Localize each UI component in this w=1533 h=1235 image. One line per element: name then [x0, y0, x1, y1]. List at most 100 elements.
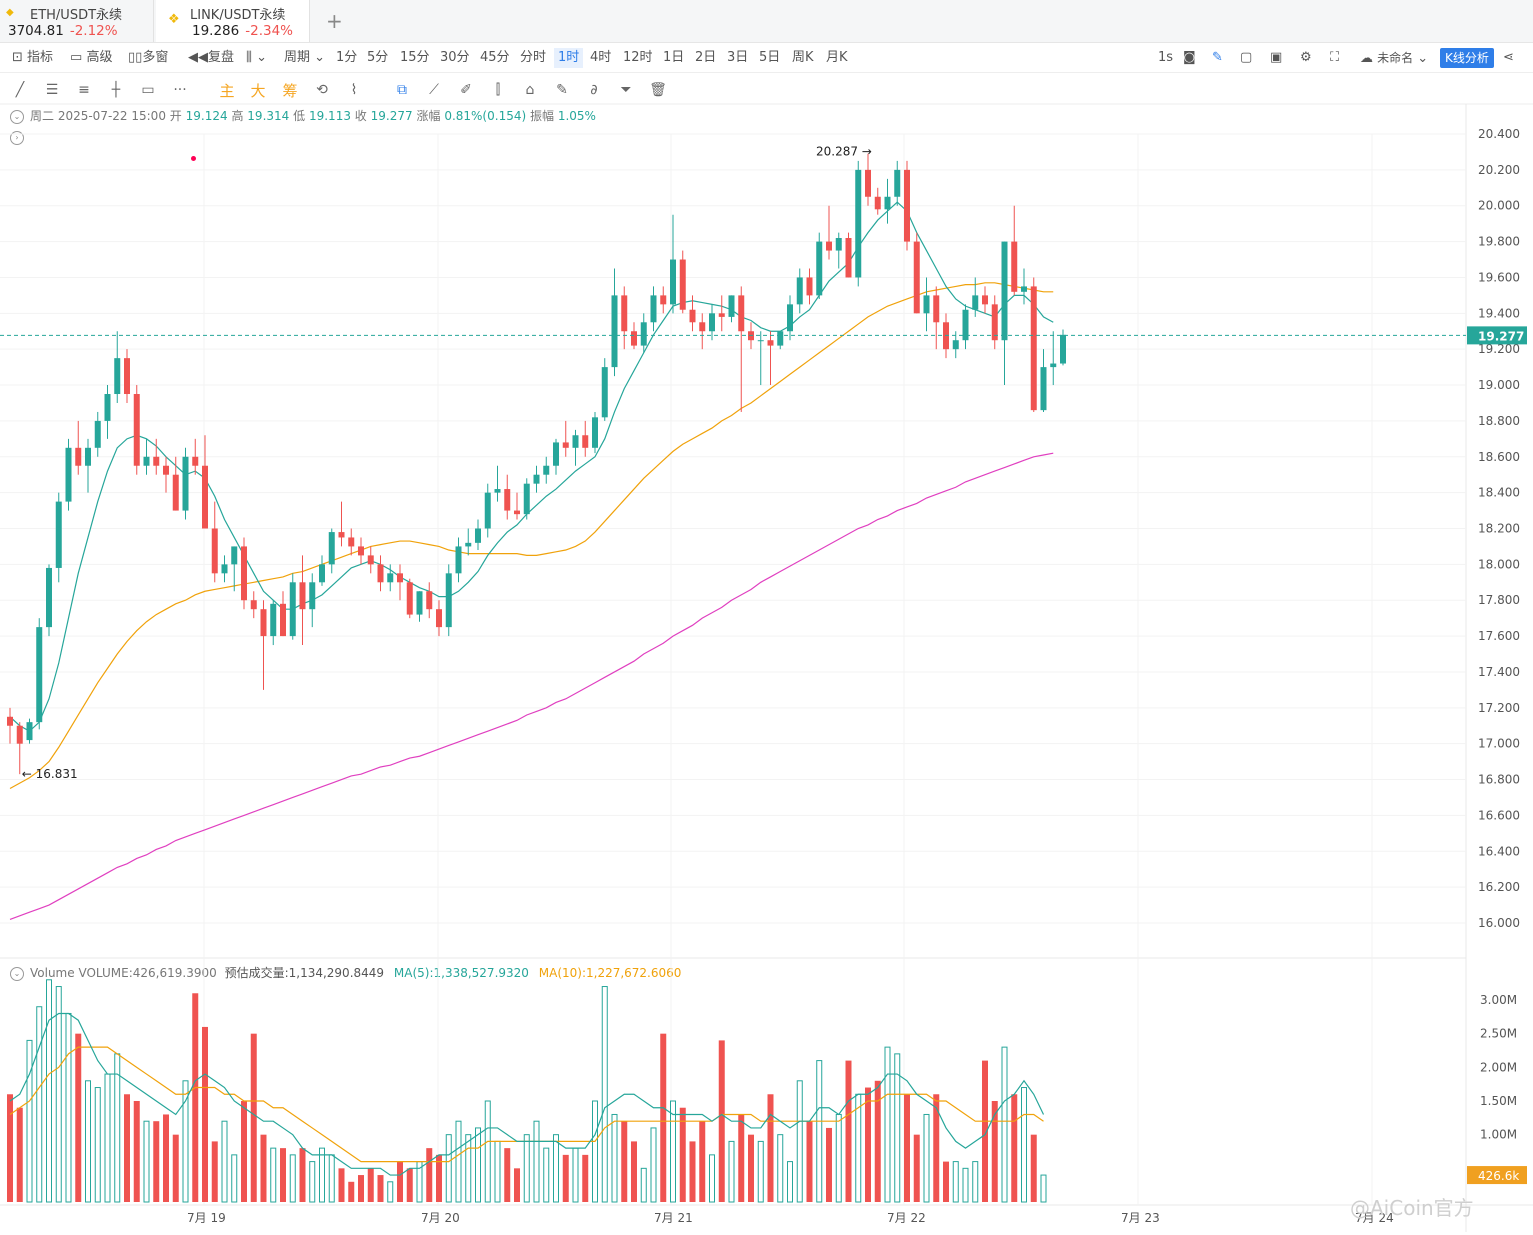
- candle-body: [192, 456, 199, 466]
- volume-bar: [85, 1080, 91, 1203]
- refresh-interval[interactable]: 1s: [1158, 50, 1174, 65]
- window-icon[interactable]: ▢: [1240, 50, 1253, 65]
- candle-body: [621, 295, 628, 332]
- candle-body: [484, 492, 491, 529]
- period-5d[interactable]: 5日: [759, 50, 781, 65]
- period-month[interactable]: 月K: [826, 50, 848, 65]
- tab-eth-usdt[interactable]: ◆ ETH/USDT永续 3704.81 -2.12%: [0, 0, 154, 42]
- more-tools-icon[interactable]: ···: [173, 82, 187, 98]
- filter-icon[interactable]: ⏷: [620, 82, 632, 98]
- candle-body: [1011, 241, 1018, 292]
- candle-body: [660, 295, 667, 305]
- gear-icon[interactable]: ⚙: [1300, 50, 1312, 65]
- volume-bar: [562, 1154, 569, 1202]
- period-45m[interactable]: 45分: [480, 50, 510, 65]
- candle-body: [787, 304, 793, 332]
- volume-bar: [748, 1134, 754, 1202]
- layout-name-dropdown[interactable]: ☁ 未命名 ⌄: [1360, 51, 1429, 66]
- link-icon[interactable]: ∂: [590, 82, 598, 98]
- big-order-toggle[interactable]: 大: [250, 81, 266, 100]
- volume-bar: [377, 1175, 384, 1202]
- period-2d[interactable]: 2日: [695, 50, 717, 65]
- candle-body: [124, 358, 130, 395]
- price-tick-label: 17.400: [1478, 665, 1520, 679]
- candle-body: [826, 241, 832, 251]
- period-1h[interactable]: 1时: [554, 48, 584, 68]
- volume-bar: [16, 1107, 23, 1202]
- tab-link-usdt[interactable]: ❖ LINK/USDT永续 19.286 -2.34%: [156, 0, 310, 42]
- period-12h[interactable]: 12时: [623, 50, 653, 65]
- horizontal-line-icon[interactable]: ┼: [111, 82, 121, 98]
- period-1d[interactable]: 1日: [663, 50, 685, 65]
- volume-bar: [514, 1168, 520, 1202]
- ruler-icon[interactable]: ⟋: [429, 82, 439, 98]
- volume-bar: [241, 1101, 247, 1202]
- replay-button[interactable]: ◀◀复盘: [188, 50, 235, 65]
- lock-icon[interactable]: ⌂: [525, 82, 535, 98]
- volume-bar: [133, 1101, 140, 1202]
- candle-body: [260, 609, 267, 637]
- collapse-icon[interactable]: ⌄: [10, 966, 24, 981]
- period-dropdown[interactable]: 周期 ⌄: [284, 50, 326, 65]
- candle-body: [377, 564, 384, 583]
- chart-type-button[interactable]: ⫼ ⌄: [246, 48, 267, 68]
- candle-body: [728, 295, 735, 317]
- pencil-icon[interactable]: ✎: [1212, 50, 1223, 65]
- period-1m[interactable]: 1分: [336, 50, 358, 65]
- volume-bar: [260, 1134, 267, 1202]
- brush-icon[interactable]: ✐: [460, 82, 472, 98]
- multi-window-button[interactable]: ▯▯多窗: [128, 50, 169, 65]
- volume-bar: [182, 1080, 189, 1203]
- expand-legend-button[interactable]: ›: [10, 127, 30, 146]
- trash-icon[interactable]: 🗑: [649, 82, 667, 98]
- volume-bar: [533, 1120, 540, 1203]
- period-5m[interactable]: 5分: [367, 50, 389, 65]
- candle-body: [46, 567, 52, 628]
- main-indicator-toggle[interactable]: 主: [219, 81, 235, 100]
- period-week[interactable]: 周K: [792, 50, 814, 65]
- trend-line-icon[interactable]: ╱: [15, 82, 25, 98]
- chip-distribution-toggle[interactable]: 筹: [282, 81, 298, 100]
- rectangle-icon[interactable]: ▭: [141, 82, 155, 98]
- fullscreen-icon[interactable]: ⛶: [1330, 50, 1340, 65]
- candle-body: [143, 456, 150, 466]
- screen-icon[interactable]: ▣: [1270, 50, 1283, 65]
- period-timeline[interactable]: 分时: [520, 50, 547, 65]
- price-tick-label: 19.800: [1478, 235, 1520, 249]
- camera-icon[interactable]: ◙: [1183, 50, 1196, 65]
- candle-icon[interactable]: ⫿: [495, 82, 501, 98]
- volume-bar: [328, 1154, 335, 1203]
- parallel-channel-icon[interactable]: ≡: [78, 82, 90, 98]
- candle-body: [172, 474, 179, 511]
- candle-body: [913, 241, 920, 314]
- advanced-button[interactable]: ▭ 高级: [70, 50, 113, 65]
- volume-bar: [465, 1134, 472, 1203]
- volume-bar: [611, 1113, 618, 1203]
- price-tick-label: 17.200: [1478, 701, 1520, 715]
- magnet-icon[interactable]: ⌇: [350, 82, 358, 98]
- candle-body: [631, 331, 637, 346]
- symbol-tab-bar: ◆ ETH/USDT永续 3704.81 -2.12% ❖ LINK/USDT永续…: [0, 0, 1533, 43]
- add-tab-button[interactable]: +: [326, 9, 343, 33]
- volume-bar: [631, 1141, 637, 1202]
- sync-icon[interactable]: ⟲: [316, 82, 328, 98]
- period-30m[interactable]: 30分: [440, 50, 470, 65]
- candle-body: [85, 447, 91, 466]
- k-analysis-button[interactable]: K线分析: [1440, 48, 1494, 68]
- period-3d[interactable]: 3日: [727, 50, 749, 65]
- candle-body: [406, 582, 413, 615]
- volume-bar: [826, 1127, 832, 1202]
- date-tick-label: 7月 20: [421, 1211, 460, 1225]
- share-icon[interactable]: ⋖: [1503, 50, 1514, 65]
- collapse-icon[interactable]: ⌄: [10, 109, 24, 124]
- candle-body: [533, 474, 540, 484]
- copy-icon[interactable]: ⧉: [397, 82, 407, 98]
- period-4h[interactable]: 4时: [590, 50, 612, 65]
- indicators-button[interactable]: ⊡ 指标: [12, 50, 54, 65]
- edit-note-icon[interactable]: ✎: [556, 82, 568, 98]
- horizontal-ray-icon[interactable]: ☰: [45, 82, 59, 98]
- period-15m[interactable]: 15分: [400, 50, 430, 65]
- candle-body: [367, 555, 374, 565]
- volume-bar: [884, 1046, 891, 1203]
